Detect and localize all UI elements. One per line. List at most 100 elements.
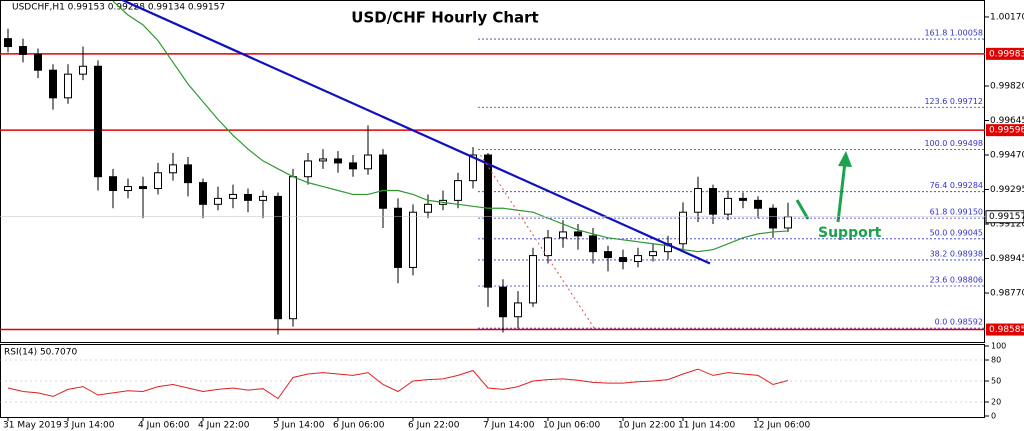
x-tick-label: 10 Jun 22:00 (618, 421, 675, 431)
fib-label: 50.0 0.99045 (930, 228, 983, 237)
candle-body (784, 216, 792, 229)
y-tick-label: 1.00170 (990, 12, 1024, 22)
candle-body (259, 195, 267, 201)
y-tick-label: 0.99645 (990, 116, 1024, 126)
candle-body (139, 186, 147, 190)
candle-body (409, 211, 417, 268)
candle-body (64, 73, 72, 99)
candle-body (394, 207, 402, 268)
level-tag (986, 124, 1024, 137)
candle-body (244, 193, 252, 201)
x-tick-label: 4 Jun 06:00 (138, 421, 190, 431)
arrow (836, 161, 847, 223)
fib-label: 161.8 1.00058 (924, 29, 983, 38)
x-tick-label: 4 Jun 22:00 (198, 421, 250, 431)
candle-body (79, 65, 87, 75)
candle-body (499, 286, 507, 318)
rsi-line (7, 368, 789, 400)
candle-body (589, 235, 597, 253)
candle-body (109, 176, 117, 192)
fib-label: 38.2 0.98938 (930, 249, 983, 258)
candle-body (739, 197, 747, 201)
arrow-head (838, 151, 852, 167)
current-price-tag (985, 210, 1024, 224)
candle-body (544, 237, 552, 257)
candle-body (634, 255, 642, 263)
candle-body (304, 160, 312, 178)
candle-body (379, 154, 387, 209)
annotation: Support (818, 225, 882, 241)
level-tag (986, 323, 1024, 336)
candle-body (34, 53, 42, 71)
chart-title: USD/CHF Hourly Chart (351, 9, 538, 27)
fib-base-line (480, 154, 595, 329)
candle-body (199, 182, 207, 205)
arrow (795, 199, 810, 220)
candle-body (334, 158, 342, 164)
candle-body (559, 231, 567, 239)
candle-body (184, 164, 192, 184)
candle-body (229, 193, 237, 199)
candle-body (529, 255, 537, 304)
candle-body (619, 257, 627, 263)
rsi-tick-label: 80 (991, 356, 1001, 365)
rsi-tick-label: 20 (991, 398, 1001, 407)
candle-body (679, 211, 687, 245)
level-label: 0.99596 (989, 126, 1024, 136)
candle-body (364, 154, 372, 170)
trend-line (120, 0, 711, 265)
candle-body (769, 207, 777, 229)
candle-body (169, 164, 177, 174)
x-tick-label: 31 May 2019 (3, 421, 62, 431)
candle-body (214, 197, 222, 205)
rsi-label: RSI(14) 50.7070 (4, 348, 77, 358)
fib-label: 100.0 0.99498 (924, 139, 983, 148)
x-tick-label: 6 Jun 22:00 (408, 421, 460, 431)
candle-body (724, 197, 732, 215)
candle-body (694, 188, 702, 213)
candle-body (604, 251, 612, 259)
candle-body (94, 65, 102, 178)
level-label: 0.99983 (989, 49, 1024, 59)
candle-body (319, 158, 327, 162)
fib-label: 123.6 0.99712 (924, 97, 983, 106)
candle-body (154, 172, 162, 190)
candle-body (469, 154, 477, 182)
candle-body (124, 186, 132, 192)
y-tick-label: 0.99820 (990, 81, 1024, 91)
fib-label: 76.4 0.99284 (930, 181, 983, 190)
candle-body (49, 69, 57, 99)
level-label: 0.98585 (989, 325, 1024, 335)
rsi-tick-label: 0 (991, 412, 996, 421)
fib-label: 23.6 0.98806 (930, 275, 983, 284)
candle-body (649, 251, 657, 257)
header: USDCHF,H1 0.99153 0.99228 0.99134 0.9915… (12, 3, 225, 13)
x-tick-label: 6 Jun 06:00 (333, 421, 385, 431)
y-tick-label: 0.98945 (990, 254, 1024, 264)
rsi-tick-label: 50 (991, 377, 1001, 386)
rsi-tick-label: 100 (991, 342, 1006, 351)
y-tick-label: 0.99295 (990, 185, 1024, 195)
x-tick-label: 5 Jun 14:00 (273, 421, 325, 431)
candle-body (4, 38, 12, 48)
y-tick-label: 0.98770 (990, 289, 1024, 299)
candle-body (484, 154, 492, 288)
x-tick-label: 11 Jun 14:00 (678, 421, 735, 431)
main-pane (0, 0, 985, 343)
candle-body (754, 199, 762, 209)
y-tick-label: 0.99470 (990, 151, 1024, 161)
candle-body (289, 176, 297, 320)
y-tick-label: 0.99120 (990, 220, 1024, 230)
candle-body (514, 302, 522, 318)
fib-label: 61.8 0.99150 (930, 208, 983, 217)
candle-body (19, 46, 27, 55)
x-tick-label: 3 Jun 14:00 (63, 421, 115, 431)
x-tick-label: 10 Jun 06:00 (543, 421, 600, 431)
candle-body (574, 231, 582, 237)
level-tag (986, 47, 1024, 60)
current-price-label: 0.99157 (989, 212, 1024, 222)
candle-body (709, 188, 717, 215)
x-tick-label: 7 Jun 14:00 (483, 421, 535, 431)
x-tick-label: 12 Jun 06:00 (753, 421, 810, 431)
